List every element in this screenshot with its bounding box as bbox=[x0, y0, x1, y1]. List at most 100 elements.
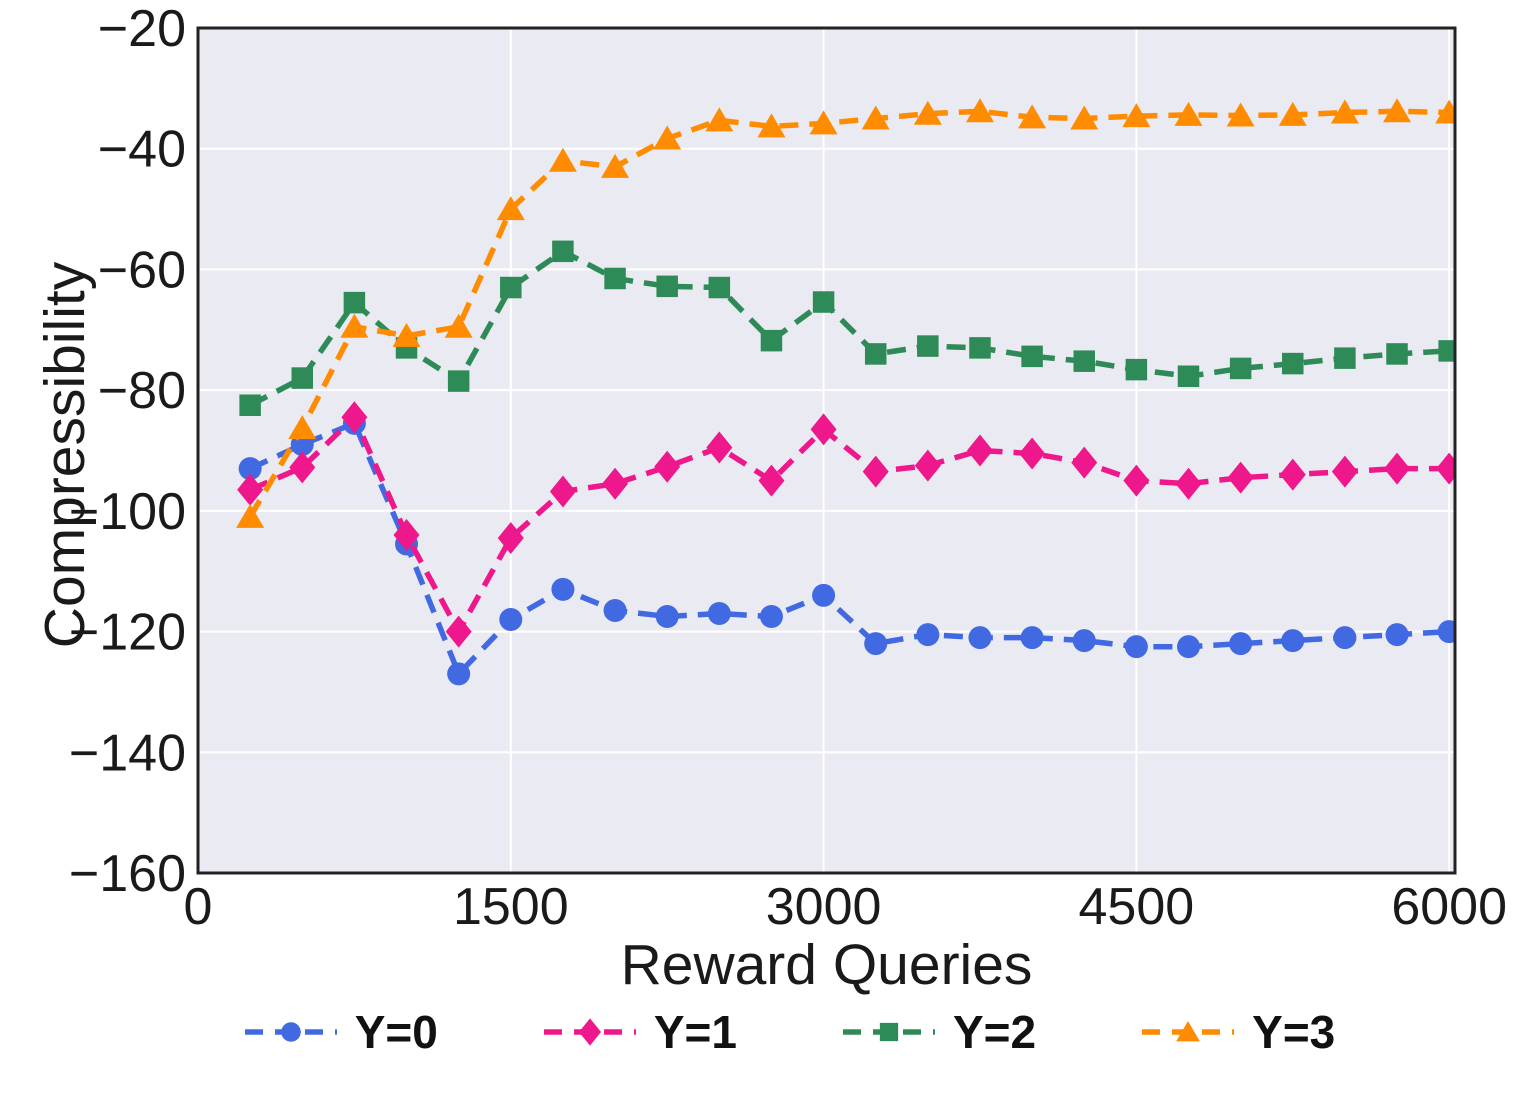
y-tick-label: −40 bbox=[98, 121, 186, 179]
data-point-marker-Y=2 bbox=[656, 275, 678, 298]
data-point-marker-Y=1 bbox=[497, 522, 524, 555]
data-point-marker-Y=2 bbox=[1177, 365, 1200, 388]
data-point-marker-Y=0 bbox=[1229, 632, 1253, 656]
data-point-marker-Y=3 bbox=[1226, 102, 1255, 127]
data-point-marker-Y=3 bbox=[1070, 105, 1099, 130]
data-point-marker-Y=0 bbox=[864, 632, 888, 656]
data-point-marker-Y=1 bbox=[549, 475, 576, 508]
legend-marker-icon bbox=[280, 1022, 301, 1042]
series-Y=3 bbox=[236, 98, 1455, 528]
data-point-marker-Y=2 bbox=[1438, 340, 1455, 362]
data-point-marker-Y=3 bbox=[444, 313, 473, 338]
x-tick-label: 4500 bbox=[1079, 878, 1195, 936]
data-point-marker-Y=2 bbox=[1282, 352, 1304, 375]
legend-diamond-icon bbox=[543, 1018, 636, 1046]
data-point-marker-Y=2 bbox=[864, 343, 887, 365]
data-point-marker-Y=2 bbox=[604, 267, 626, 290]
data-point-marker-Y=3 bbox=[340, 313, 369, 338]
data-point-marker-Y=2 bbox=[1386, 343, 1408, 365]
data-point-marker-Y=2 bbox=[812, 291, 835, 313]
x-tick-label: 3000 bbox=[766, 878, 882, 936]
y-tick-label: −80 bbox=[98, 362, 186, 420]
data-point-marker-Y=1 bbox=[289, 451, 316, 484]
data-point-marker-Y=2 bbox=[343, 291, 366, 314]
x-axis-label: Reward Queries bbox=[620, 933, 1033, 997]
data-point-marker-Y=0 bbox=[499, 608, 523, 631]
data-point-marker-Y=2 bbox=[1073, 350, 1095, 372]
legend-item-label: Y=1 bbox=[653, 1006, 737, 1058]
data-point-marker-Y=1 bbox=[862, 455, 889, 488]
data-point-marker-Y=2 bbox=[760, 329, 783, 352]
data-point-marker-Y=2 bbox=[1334, 347, 1356, 369]
data-point-marker-Y=0 bbox=[1020, 626, 1044, 650]
y-axis-label: Compressibility bbox=[33, 261, 97, 649]
data-point-marker-Y=3 bbox=[1018, 104, 1047, 129]
data-point-marker-Y=0 bbox=[1333, 626, 1357, 650]
y-tick-label: −100 bbox=[69, 483, 186, 541]
legend-item-label: Y=3 bbox=[1252, 1006, 1336, 1058]
x-tick-label: 6000 bbox=[1391, 878, 1507, 936]
data-point-marker-Y=0 bbox=[1437, 620, 1455, 644]
data-point-marker-Y=1 bbox=[1019, 437, 1046, 470]
data-point-marker-Y=3 bbox=[861, 105, 890, 130]
data-point-marker-Y=1 bbox=[1279, 458, 1306, 491]
data-point-marker-Y=2 bbox=[708, 276, 731, 299]
series-Y=2 bbox=[239, 240, 1455, 416]
legend-item-Y=3: Y=3 bbox=[1140, 1005, 1335, 1059]
data-point-marker-Y=2 bbox=[291, 367, 314, 389]
legend-item-label: Y=2 bbox=[953, 1006, 1037, 1058]
data-point-marker-Y=0 bbox=[759, 604, 783, 628]
data-point-marker-Y=2 bbox=[917, 335, 939, 357]
data-point-marker-Y=1 bbox=[1071, 446, 1098, 479]
data-point-marker-Y=1 bbox=[706, 431, 733, 464]
data-point-marker-Y=1 bbox=[758, 464, 785, 497]
data-point-marker-Y=2 bbox=[1021, 345, 1043, 368]
legend-marker-icon bbox=[879, 1022, 899, 1042]
data-point-marker-Y=2 bbox=[239, 394, 261, 416]
data-point-marker-Y=0 bbox=[1177, 635, 1201, 659]
data-point-marker-Y=1 bbox=[810, 413, 837, 446]
data-point-marker-Y=2 bbox=[969, 337, 991, 359]
data-point-marker-Y=0 bbox=[238, 457, 262, 481]
series-line-Y=3 bbox=[247, 108, 1450, 519]
data-point-marker-Y=1 bbox=[1123, 464, 1150, 497]
data-point-marker-Y=2 bbox=[500, 276, 522, 299]
data-point-marker-Y=3 bbox=[809, 110, 838, 135]
x-tick-label: 1500 bbox=[453, 878, 569, 936]
data-point-marker-Y=3 bbox=[757, 113, 786, 138]
legend-marker-icon bbox=[1176, 1020, 1201, 1042]
data-point-marker-Y=1 bbox=[393, 519, 420, 551]
data-point-marker-Y=1 bbox=[966, 434, 993, 467]
data-point-marker-Y=1 bbox=[654, 450, 681, 483]
legend-item-Y=0: Y=0 bbox=[243, 1005, 438, 1059]
legend-marker-icon bbox=[578, 1018, 601, 1046]
legend-item-Y=1: Y=1 bbox=[542, 1005, 737, 1059]
legend-square-icon bbox=[843, 1022, 935, 1042]
data-point-marker-Y=0 bbox=[707, 601, 731, 625]
data-point-marker-Y=0 bbox=[1072, 629, 1096, 653]
legend-circle-icon bbox=[244, 1022, 337, 1042]
data-point-marker-Y=3 bbox=[653, 125, 682, 150]
data-point-marker-Y=1 bbox=[237, 473, 264, 506]
y-tick-label: −60 bbox=[98, 241, 186, 299]
data-point-marker-Y=3 bbox=[496, 196, 525, 221]
data-point-marker-Y=2 bbox=[447, 370, 470, 392]
data-point-marker-Y=3 bbox=[705, 107, 734, 132]
data-point-marker-Y=0 bbox=[447, 662, 471, 686]
y-tick-label: −140 bbox=[69, 724, 186, 782]
data-point-marker-Y=3 bbox=[965, 98, 994, 123]
data-point-marker-Y=1 bbox=[445, 615, 472, 648]
y-tick-label: −20 bbox=[98, 0, 186, 58]
data-point-marker-Y=3 bbox=[601, 153, 630, 178]
data-point-marker-Y=2 bbox=[1125, 358, 1148, 381]
data-point-marker-Y=2 bbox=[552, 240, 574, 263]
x-tick-label: 0 bbox=[184, 878, 213, 936]
data-point-marker-Y=0 bbox=[916, 623, 940, 647]
legend: Y=0 Y=1 Y=2 Y=3 bbox=[28, 1005, 1522, 1059]
plot-area bbox=[198, 28, 1455, 873]
data-point-marker-Y=1 bbox=[1436, 452, 1455, 485]
data-point-marker-Y=0 bbox=[1281, 629, 1305, 653]
legend-item-label: Y=0 bbox=[354, 1006, 438, 1058]
series-Y=1 bbox=[237, 401, 1455, 648]
